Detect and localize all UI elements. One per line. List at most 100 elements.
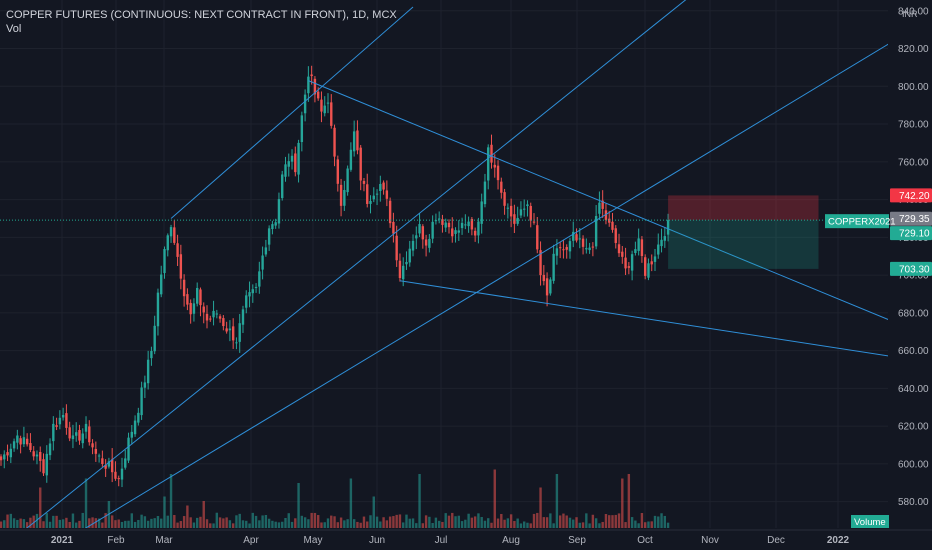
- candle-body: [483, 181, 487, 205]
- volume-bar: [238, 513, 241, 528]
- candle-body: [464, 224, 467, 226]
- candle-body: [657, 244, 660, 255]
- candle-body: [114, 471, 117, 479]
- candle-body: [274, 222, 277, 226]
- volume-bar: [127, 520, 130, 528]
- volume-bar: [330, 515, 333, 528]
- candle-body: [542, 274, 546, 282]
- candle-body: [146, 359, 150, 384]
- volume-tag[interactable]: Volume: [851, 515, 889, 528]
- volume-bar: [101, 522, 104, 528]
- symbol-tag[interactable]: COPPERX2021: [825, 214, 896, 229]
- candle-body: [101, 458, 104, 464]
- volume-bar: [562, 513, 565, 528]
- volume-bar: [225, 517, 228, 528]
- volume-bar: [630, 517, 634, 528]
- candle-body: [6, 452, 9, 456]
- candle-body: [245, 295, 248, 308]
- volume-bar: [199, 516, 202, 528]
- volume-bar: [22, 519, 26, 528]
- volume-bar: [611, 515, 614, 528]
- volume-bar: [222, 518, 225, 528]
- y-tick-label: 700.00: [898, 271, 929, 282]
- candle-body: [454, 230, 457, 234]
- volume-bar: [598, 523, 601, 528]
- trendline[interactable]: [4, 43, 890, 550]
- time-axis[interactable]: 2021 Feb Mar Apr May Jun Jul Aug Sep Oct Nov Dec 202…: [0, 529, 932, 550]
- volume-bar: [326, 518, 330, 528]
- volume-bar: [303, 517, 307, 528]
- candle-body: [411, 240, 415, 251]
- volume-bar: [372, 496, 375, 528]
- candle-body: [398, 260, 402, 279]
- candle-body: [513, 214, 516, 224]
- volume-bar: [61, 519, 65, 528]
- candle-body: [418, 224, 421, 234]
- position-stop-zone[interactable]: [668, 195, 819, 221]
- candle-body: [52, 423, 55, 442]
- volume-bar: [539, 487, 542, 528]
- volume-bar: [264, 514, 268, 528]
- volume-bar: [366, 521, 369, 528]
- volume-bar: [392, 516, 395, 528]
- candle-body: [594, 215, 598, 247]
- candle-body: [624, 257, 627, 269]
- volume-bar: [483, 520, 487, 528]
- volume-bar: [120, 521, 124, 528]
- candle-body: [32, 451, 35, 457]
- candle-body: [663, 236, 667, 241]
- time-axis-bg: [0, 530, 932, 550]
- price-badge-label: 703.30: [899, 264, 930, 275]
- candle-body: [493, 164, 496, 168]
- candles: [0, 65, 670, 488]
- volume-bar: [493, 469, 496, 528]
- volume-bar: [369, 515, 372, 528]
- candle-body: [300, 115, 304, 143]
- candle-body: [617, 244, 621, 254]
- position-target-zone[interactable]: [668, 220, 819, 269]
- volume-bar: [29, 517, 32, 528]
- volume-bar: [284, 517, 287, 528]
- x-tick-label: May: [304, 535, 323, 546]
- volume-bar: [578, 522, 581, 528]
- candle-body: [3, 454, 6, 460]
- x-tick-label: Aug: [502, 535, 520, 546]
- volume-bar: [150, 518, 153, 528]
- volume-bar: [297, 483, 300, 528]
- candle-body: [608, 218, 611, 223]
- volume-bar: [408, 518, 411, 528]
- trendline[interactable]: [1, 0, 766, 549]
- candle-body: [431, 221, 434, 239]
- candle-body: [503, 192, 506, 206]
- candle-body: [660, 239, 663, 247]
- volume-bar: [75, 522, 78, 528]
- volume-bar: [454, 516, 457, 528]
- candle-body: [235, 342, 238, 344]
- volume-bar: [402, 522, 405, 528]
- candle-body: [529, 205, 532, 221]
- candle-body: [153, 325, 156, 352]
- trendlines[interactable]: [1, 0, 890, 550]
- volume-bar: [281, 521, 284, 528]
- trendline[interactable]: [308, 80, 890, 321]
- volume-bar: [300, 515, 304, 528]
- trendline[interactable]: [399, 280, 891, 357]
- candle-body: [604, 210, 608, 220]
- price-badge: 729.35: [890, 211, 932, 226]
- candle-body: [42, 459, 45, 474]
- candle-body: [621, 251, 624, 257]
- candle-body: [290, 155, 294, 162]
- volume-bar: [205, 519, 209, 528]
- volume-bar: [473, 516, 477, 528]
- candle-body: [558, 247, 562, 249]
- volume-bar: [202, 501, 205, 528]
- volume-indicator-label[interactable]: Vol: [6, 23, 22, 35]
- symbol-title[interactable]: COPPER FUTURES (CONTINUOUS: NEXT CONTRAC…: [6, 9, 397, 21]
- candle-body: [326, 102, 330, 104]
- volume-bar: [58, 519, 62, 528]
- trendline[interactable]: [170, 6, 414, 219]
- volume-bar: [477, 513, 480, 528]
- candle-body: [156, 292, 160, 327]
- candle-body: [614, 228, 617, 243]
